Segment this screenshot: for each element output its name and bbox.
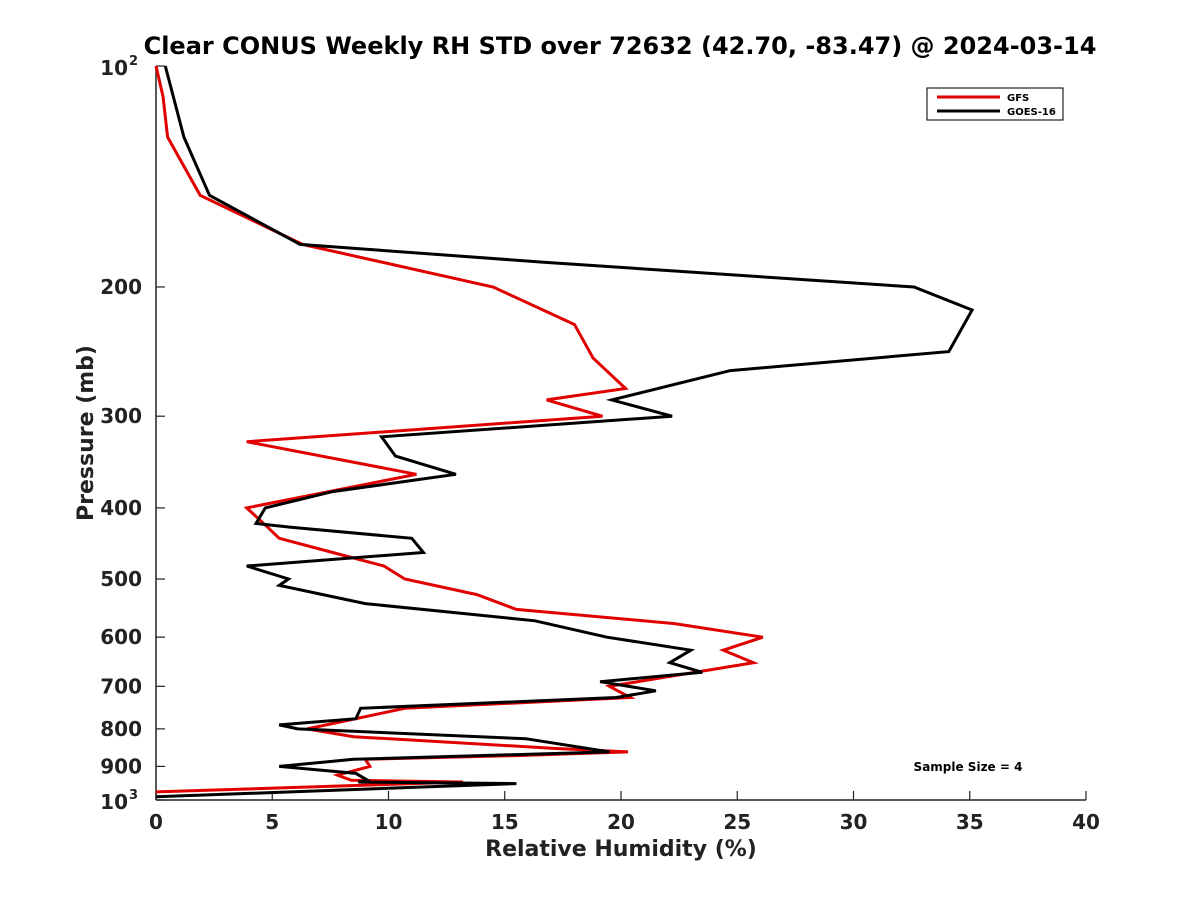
sample-size-annotation: Sample Size = 4 <box>914 760 1023 774</box>
legend-box <box>926 87 1064 121</box>
y-tick-label: 700 <box>100 674 142 698</box>
y-tick-label: 200 <box>100 275 142 299</box>
x-tick-label: 20 <box>607 810 635 834</box>
x-tick-label: 25 <box>723 810 751 834</box>
x-tick-label: 0 <box>149 810 163 834</box>
y-tick-exponent: 2 <box>129 54 138 69</box>
y-tick-label: 500 <box>100 567 142 591</box>
y-tick-label: 10 <box>100 790 128 814</box>
y-tick-label: 300 <box>100 404 142 428</box>
x-ticks: 0 5 10 15 20 25 30 35 40 <box>149 791 1100 834</box>
x-tick-label: 10 <box>375 810 403 834</box>
plot-lines <box>154 65 975 799</box>
chart-title: Clear CONUS Weekly RH STD over 72632 (42… <box>144 32 1097 60</box>
y-tick-label: 900 <box>100 754 142 778</box>
legend-label-goes-16: GOES-16 <box>1007 107 1056 118</box>
x-tick-label: 15 <box>491 810 519 834</box>
y-axis-label: Pressure (mb) <box>74 345 99 521</box>
legend: GFS GOES-16 <box>926 87 1064 121</box>
x-tick-label: 40 <box>1072 810 1100 834</box>
y-tick-label: 400 <box>100 496 142 520</box>
x-tick-label: 30 <box>840 810 868 834</box>
series-line-goes-16 <box>155 65 975 799</box>
y-tick-label: 10 <box>100 56 128 80</box>
x-tick-label: 35 <box>956 810 984 834</box>
legend-label-gfs: GFS <box>1007 93 1029 104</box>
y-tick-label: 800 <box>100 717 142 741</box>
x-axis-label: Relative Humidity (%) <box>485 837 757 862</box>
y-tick-label: 600 <box>100 625 142 649</box>
x-tick-label: 5 <box>265 810 279 834</box>
y-tick-exponent: 3 <box>129 788 138 803</box>
